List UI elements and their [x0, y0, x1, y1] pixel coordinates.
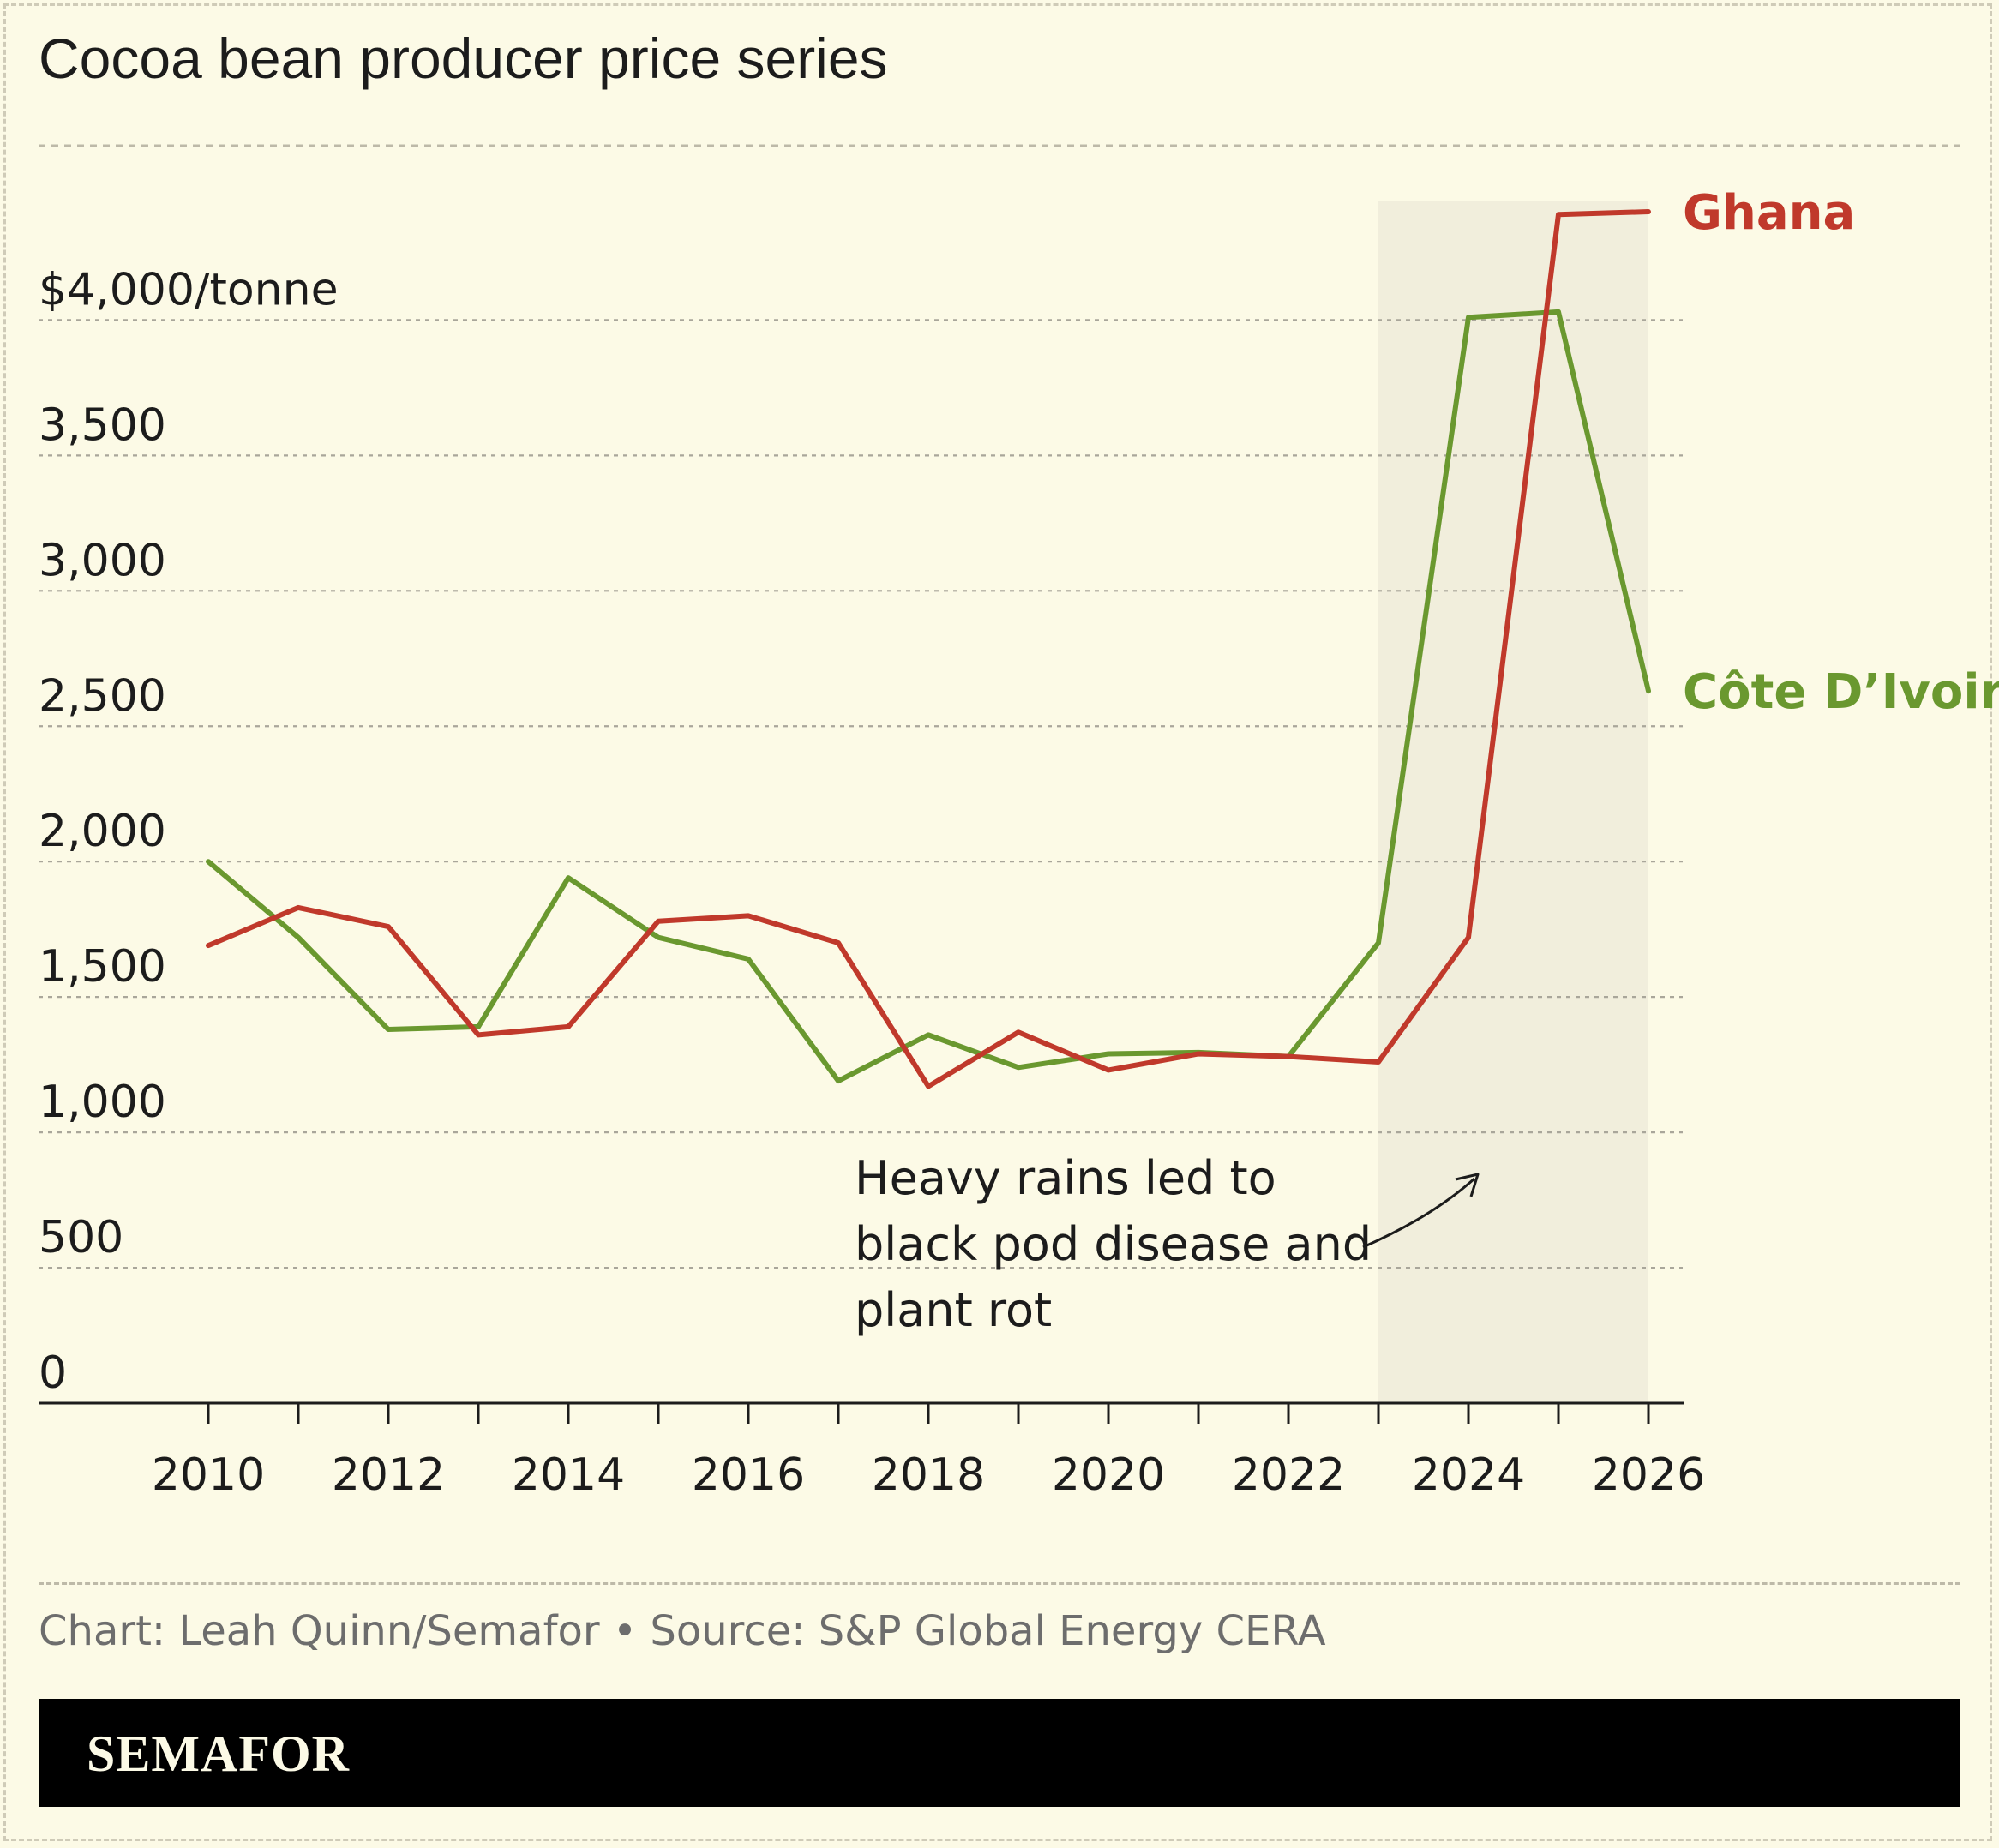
series-line-cote-divoire: [206, 309, 1651, 1084]
x-tick-label-2020: 2020: [1052, 1449, 1165, 1501]
annotation-line-2: black pod disease and: [855, 1217, 1372, 1271]
x-tick-label-2026: 2026: [1592, 1449, 1705, 1501]
brand-logo: SEMAFOR: [87, 1725, 350, 1782]
series-label-ghana: Ghana: [1683, 185, 1855, 241]
y-tick-label-1000: 1,000: [39, 1077, 166, 1128]
x-tick-label-2014: 2014: [512, 1449, 625, 1501]
series-line-ghana: [206, 209, 1651, 1089]
shaded-period: [1378, 201, 1648, 1403]
chart-credit: Chart: Leah Quinn/Semafor • Source: S&P …: [39, 1607, 1326, 1655]
x-tick-label-2016: 2016: [692, 1449, 805, 1501]
y-tick-label-2500: 2,500: [39, 670, 166, 722]
footer-separator: [39, 1582, 1960, 1585]
x-tick-label-2024: 2024: [1412, 1449, 1525, 1501]
footer-bar: SEMAFOR: [39, 1699, 1960, 1807]
annotation-arrowhead: [1455, 1173, 1480, 1197]
y-tick-label-0: 0: [39, 1347, 67, 1399]
y-tick-label-3000: 3,000: [39, 535, 166, 586]
x-tick-label-2018: 2018: [872, 1449, 985, 1501]
y-tick-label-500: 500: [39, 1212, 123, 1263]
y-tick-label-1500: 1,500: [39, 941, 166, 993]
chart-title: Cocoa bean producer price series: [39, 27, 888, 90]
annotation-line-3: plant rot: [855, 1283, 1052, 1337]
x-tick-label-2022: 2022: [1232, 1449, 1345, 1501]
annotation-line-1: Heavy rains led to: [855, 1151, 1276, 1205]
y-tick-label-3500: 3,500: [39, 399, 166, 451]
x-tick-label-2012: 2012: [332, 1449, 445, 1501]
series-label-cote-divoire: Côte D’Ivoire: [1683, 664, 1999, 720]
y-tick-label-4000: $4,000/tonne: [39, 264, 339, 315]
x-tick-label-2010: 2010: [152, 1449, 265, 1501]
annotation-arrow: [1362, 1177, 1476, 1249]
line-chart: 0 500 1,000 1,500 2,000 2,500 3,000 3,500 $4,000…: [39, 144, 1999, 1501]
chart-frame: [3, 3, 1992, 1841]
y-tick-label-2000: 2,000: [39, 806, 166, 857]
